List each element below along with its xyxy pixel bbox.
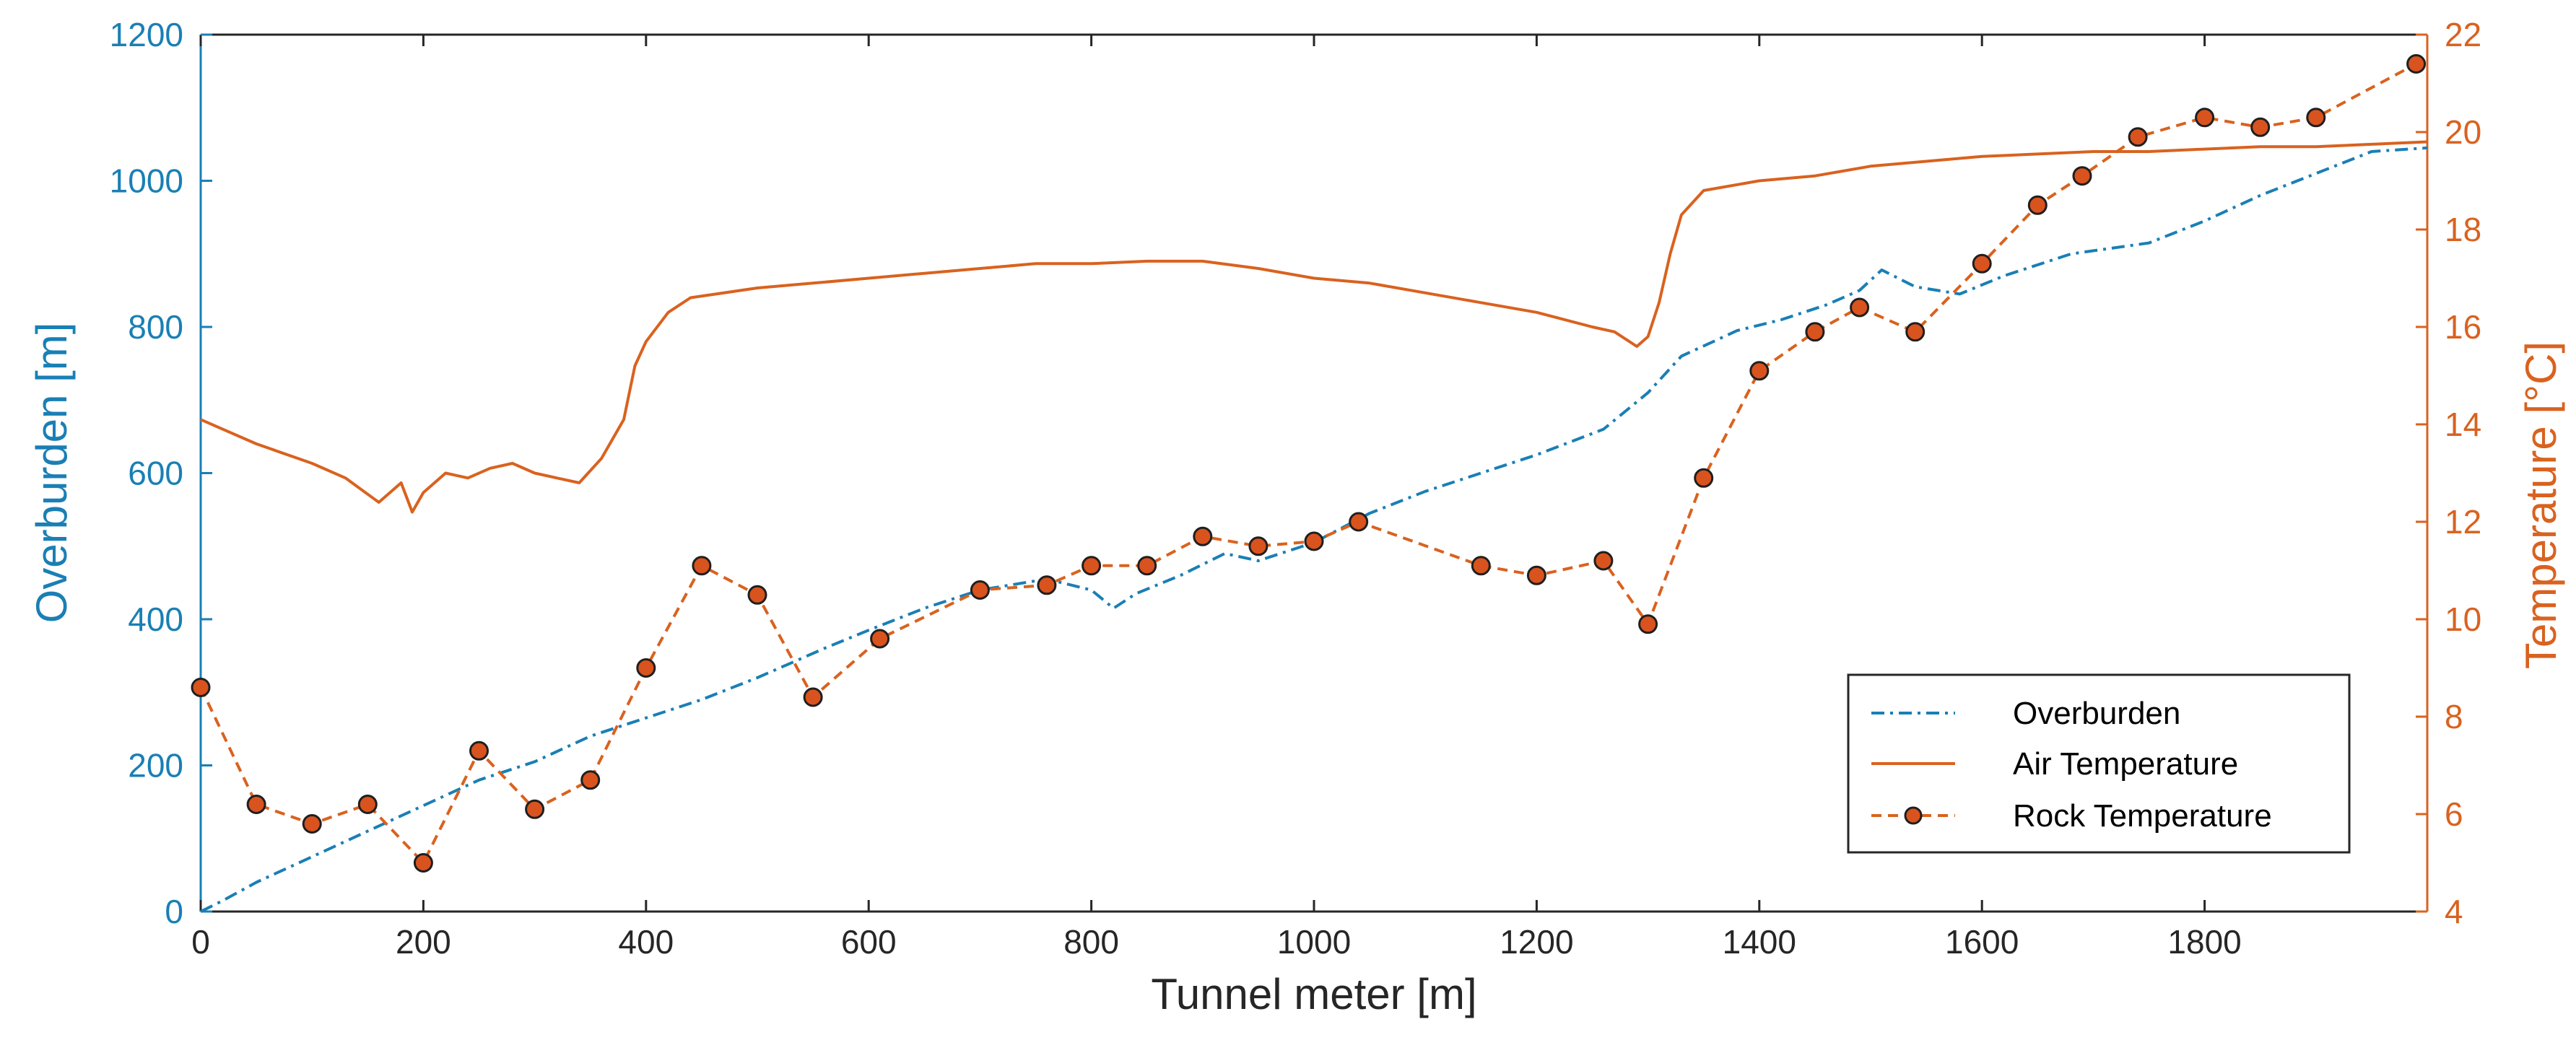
rock-temperature-point bbox=[1304, 531, 1324, 551]
right-y-tick-label: 4 bbox=[2445, 893, 2463, 930]
rock-temperature-point bbox=[525, 799, 545, 819]
x-tick-label: 0 bbox=[191, 923, 210, 961]
x-tick-label: 800 bbox=[1063, 923, 1119, 961]
rock-temperature-point bbox=[1526, 565, 1546, 585]
overburden-line bbox=[200, 146, 2428, 913]
rock-temperature-point bbox=[1082, 556, 1102, 576]
x-tick-label: 400 bbox=[618, 923, 674, 961]
x-tick-label: 1000 bbox=[1277, 923, 1351, 961]
left-y-tick-label: 400 bbox=[128, 600, 183, 638]
rock-temperature-point bbox=[1349, 512, 1369, 532]
rock-temperature-line bbox=[199, 62, 2417, 865]
x-tick-label: 1800 bbox=[2167, 923, 2241, 961]
rock-temperature-point bbox=[2406, 54, 2427, 74]
rock-temperature-point bbox=[1037, 575, 1057, 595]
left-y-axis-title: Overburden [m] bbox=[27, 323, 76, 624]
rock-temperature-point bbox=[1749, 361, 1770, 381]
rock-temperature-point bbox=[2128, 127, 2148, 147]
rock-temperature-point bbox=[1248, 536, 1269, 556]
rock-temperature-point bbox=[1694, 468, 1714, 488]
x-tick-label: 1400 bbox=[1723, 923, 1796, 961]
rock-temperature-point bbox=[1905, 322, 1926, 342]
legend-rock-label: Rock Temperature bbox=[2013, 798, 2272, 834]
rock-temperature-point bbox=[302, 814, 322, 834]
legend-box bbox=[1847, 673, 2351, 854]
right-y-tick-label: 12 bbox=[2445, 503, 2481, 541]
rock-temperature-point bbox=[692, 556, 712, 576]
left-y-tick-label: 0 bbox=[165, 893, 183, 930]
left-y-tick-label: 600 bbox=[128, 455, 183, 492]
rock-temperature-point bbox=[2250, 117, 2271, 137]
x-tick-label: 1200 bbox=[1500, 923, 1573, 961]
x-tick-label: 200 bbox=[396, 923, 451, 961]
left-y-tick-label: 1200 bbox=[110, 16, 183, 53]
rock-temperature-point bbox=[1193, 526, 1213, 546]
rock-temperature-point bbox=[191, 678, 211, 697]
rock-temperature-point bbox=[2072, 166, 2092, 186]
rock-temperature-point bbox=[1850, 297, 1870, 318]
right-y-tick-label: 18 bbox=[2445, 211, 2481, 248]
right-y-tick-label: 8 bbox=[2445, 698, 2463, 735]
x-axis-title: Tunnel meter [m] bbox=[1151, 970, 1476, 1018]
rock-temperature-point bbox=[413, 853, 433, 873]
rock-temperature-point bbox=[1593, 551, 1614, 571]
rock-temperature-point bbox=[357, 795, 378, 814]
right-y-tick-label: 20 bbox=[2445, 113, 2481, 151]
rock-temperature-point bbox=[580, 770, 601, 790]
rock-temperature-point bbox=[1805, 322, 1825, 342]
x-tick-label: 600 bbox=[841, 923, 897, 961]
rock-temperature-point bbox=[1972, 253, 1992, 274]
rock-temperature-point bbox=[1137, 556, 1157, 576]
left-y-tick-label: 200 bbox=[128, 747, 183, 785]
right-y-tick-label: 10 bbox=[2445, 600, 2481, 638]
legend-air-label: Air Temperature bbox=[2013, 746, 2238, 782]
series-layer bbox=[191, 54, 2428, 913]
rock-temperature-point bbox=[1471, 556, 1491, 576]
left-y-tick-label: 800 bbox=[128, 308, 183, 346]
rock-temperature-point bbox=[803, 687, 823, 707]
legend-rock-marker bbox=[1904, 806, 1923, 825]
axis-ticks: 0 200 400 600 800 1000 1200 1400 1600 1800 0 200 400… bbox=[110, 16, 2482, 961]
right-y-axis-title: Temperature [°C] bbox=[2517, 341, 2565, 669]
right-y-tick-label: 16 bbox=[2445, 308, 2481, 346]
right-y-tick-label: 22 bbox=[2445, 16, 2481, 53]
legend-overburden-label: Overburden bbox=[2013, 696, 2180, 731]
legend: Overburden Air Temperature Rock Temperat… bbox=[1847, 673, 2351, 854]
right-y-tick-label: 6 bbox=[2445, 795, 2463, 833]
rock-temperature-point bbox=[246, 795, 266, 814]
rock-temperature-point bbox=[870, 629, 890, 649]
rock-temperature-point bbox=[747, 585, 767, 605]
rock-temperature-point bbox=[970, 580, 990, 600]
x-tick-label: 1600 bbox=[1945, 923, 2019, 961]
left-y-tick-label: 1000 bbox=[110, 162, 183, 200]
air-temperature-line bbox=[200, 140, 2428, 514]
rock-temperature-point bbox=[2027, 195, 2048, 215]
right-y-tick-label: 14 bbox=[2445, 406, 2481, 443]
rock-temperature-point bbox=[2195, 108, 2215, 128]
rock-temperature-point bbox=[2306, 108, 2326, 128]
rock-temperature-point bbox=[1638, 614, 1658, 634]
rock-temperature-point bbox=[636, 658, 656, 678]
rock-temperature-point bbox=[469, 740, 489, 761]
